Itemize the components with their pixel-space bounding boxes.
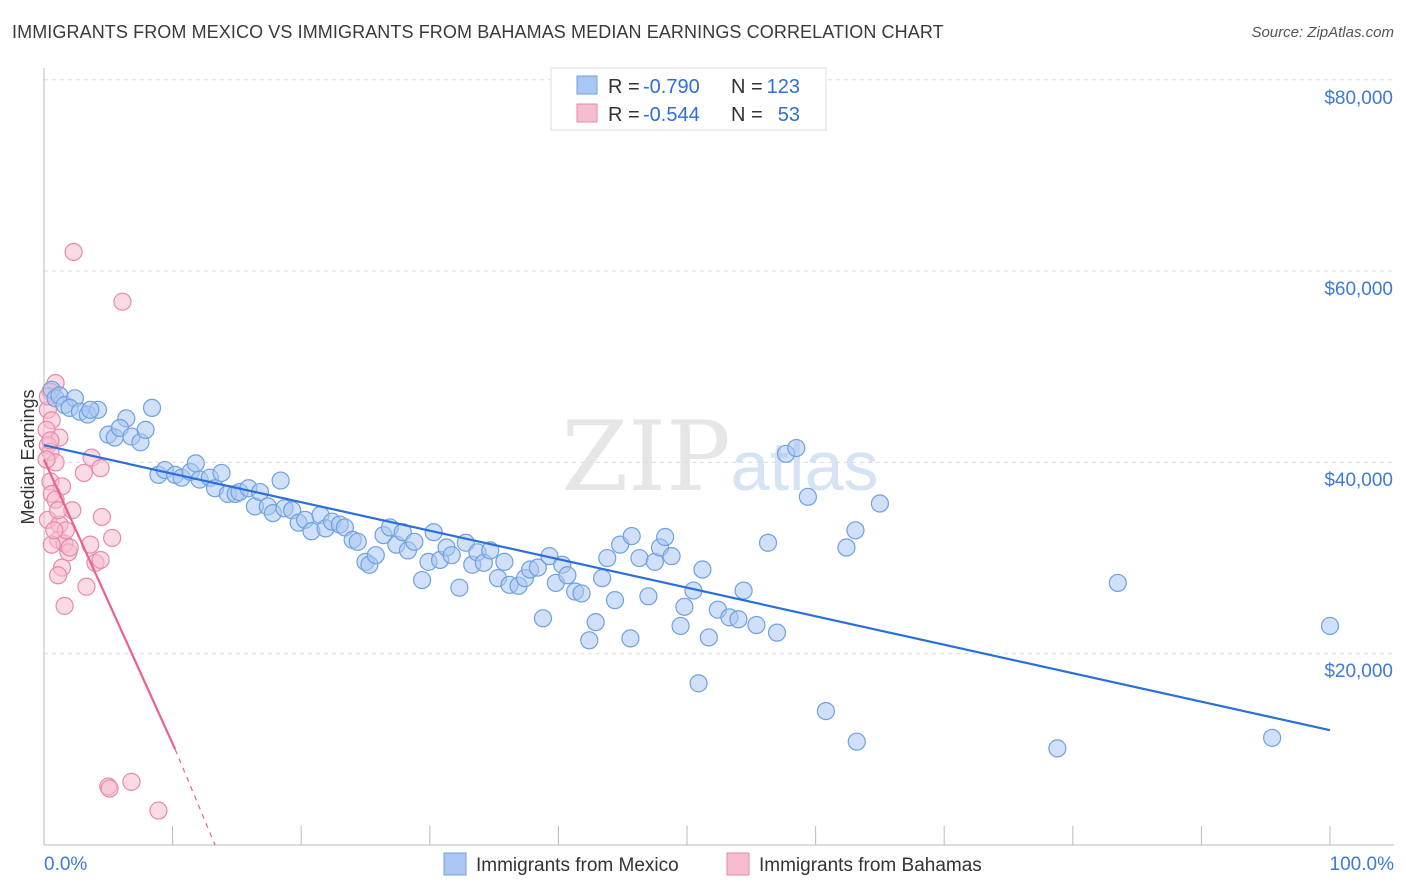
mexico-point <box>767 623 787 642</box>
mexico-point <box>136 420 155 439</box>
legend-bahamas-label: Immigrants from Bahamas <box>759 855 982 876</box>
stats-legend: R = -0.790 N = 123 R = -0.544 N = 53 <box>550 67 827 131</box>
bahamas-point <box>103 528 122 548</box>
mexico-point <box>271 471 290 490</box>
series-legend: Immigrants from Mexico Immigrants from B… <box>443 852 982 876</box>
bahamas-point <box>91 550 110 570</box>
mexico-point <box>1320 616 1340 636</box>
bahamas-point <box>45 521 64 540</box>
mexico-point <box>639 587 658 606</box>
mexico-point <box>689 674 708 693</box>
bahamas-swatch <box>576 103 598 123</box>
mexico-point <box>1048 739 1067 758</box>
mexico-point <box>212 463 231 483</box>
bahamas-point <box>49 566 68 585</box>
mexico-point <box>81 400 100 419</box>
bahamas-point <box>55 596 74 615</box>
mexico-point <box>366 546 385 565</box>
bahamas-point <box>60 538 79 557</box>
y-tick-label: $40,000 <box>1324 470 1393 491</box>
y-tick-label: $60,000 <box>1324 279 1393 300</box>
x-tick-label-min: 0.0% <box>44 854 87 875</box>
bahamas-point <box>77 577 96 596</box>
mexico-point <box>580 631 599 650</box>
mexico-point <box>572 584 591 603</box>
bahamas-trend-extension <box>174 749 216 846</box>
mexico-point <box>729 610 748 629</box>
bahamas-point <box>91 459 110 478</box>
mexico-point <box>630 548 649 568</box>
legend-r-label: R = <box>608 104 640 126</box>
mexico-point <box>870 494 890 513</box>
mexico-point <box>621 629 640 648</box>
mexico-point <box>837 538 856 557</box>
mexico-point <box>598 548 617 568</box>
bahamas-trend-line <box>42 459 177 750</box>
watermark: ZIPatlas <box>561 401 878 513</box>
mexico-point <box>747 615 766 635</box>
mexico-point <box>1263 728 1282 747</box>
mexico-point <box>528 558 547 577</box>
mexico-point <box>656 527 675 547</box>
y-tick-label: $80,000 <box>1324 88 1393 109</box>
y-tick-label: $20,000 <box>1324 661 1393 682</box>
x-tick-label-max: 100.0% <box>1330 854 1395 875</box>
chart-title: IMMIGRANTS FROM MEXICO VS IMMIGRANTS FRO… <box>12 22 944 42</box>
legend-bahamas-swatch <box>726 852 750 876</box>
mexico-point <box>734 581 753 600</box>
mexico-point <box>671 616 690 636</box>
mexico-trend-line <box>43 444 1331 732</box>
bahamas-point <box>113 292 132 311</box>
legend-n-label: N = <box>731 76 763 98</box>
mexico-point <box>593 569 612 588</box>
bahamas-point <box>92 507 111 527</box>
mexico-point <box>846 521 865 540</box>
legend-n-value: 53 <box>778 104 800 126</box>
legend-n-value: 123 <box>767 76 800 98</box>
mexico-point <box>450 578 469 597</box>
mexico-point <box>693 560 712 579</box>
legend-mexico-swatch <box>443 852 467 876</box>
legend-r-value: -0.544 <box>643 104 700 126</box>
legend-r-value: -0.790 <box>643 76 700 98</box>
mexico-point <box>622 526 641 546</box>
mexico-point <box>558 566 577 585</box>
mexico-point <box>186 454 205 473</box>
bahamas-point <box>149 801 168 820</box>
mexico-point <box>412 570 432 590</box>
y-axis-label: Median Earnings <box>18 389 38 524</box>
mexico-point <box>442 546 461 565</box>
mexico-point <box>675 597 694 616</box>
legend-mexico-label: Immigrants from Mexico <box>476 855 679 876</box>
legend-r-label: R = <box>608 76 640 98</box>
mexico-point <box>605 591 625 610</box>
bahamas-point <box>100 779 119 798</box>
mexico-swatch <box>576 75 598 95</box>
mexico-point <box>699 628 718 647</box>
mexico-point <box>586 613 605 632</box>
mexico-point <box>533 609 553 628</box>
bahamas-point <box>74 463 93 483</box>
mexico-point <box>758 533 778 552</box>
mexico-point <box>787 438 806 458</box>
mexico-point <box>348 532 367 551</box>
mexico-point <box>798 487 817 506</box>
mexico-point <box>816 701 835 721</box>
mexico-point <box>495 552 514 571</box>
mexico-point <box>142 398 162 417</box>
mexico-point <box>847 732 866 751</box>
bahamas-point <box>37 450 56 469</box>
bahamas-point <box>64 242 83 262</box>
mexico-point <box>662 547 681 566</box>
bahamas-point <box>122 772 141 791</box>
mexico-point <box>405 532 424 551</box>
mexico-point <box>1108 573 1127 593</box>
chart-source: Source: ZipAtlas.com <box>1251 24 1394 41</box>
legend-n-label: N = <box>731 104 763 126</box>
